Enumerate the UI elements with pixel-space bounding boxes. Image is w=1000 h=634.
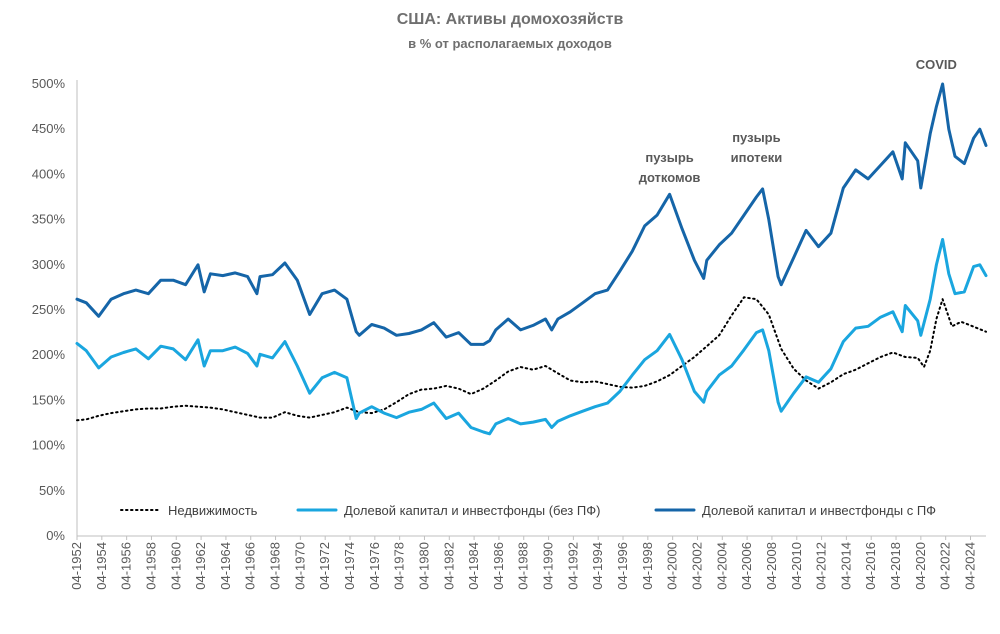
y-tick-label: 400% [32, 166, 66, 181]
y-tick-label: 50% [39, 483, 65, 498]
y-tick-label: 250% [32, 302, 66, 317]
x-tick-label: 04-1998 [640, 542, 655, 590]
x-tick-label: 04-1994 [590, 542, 605, 590]
legend-label: Недвижимость [168, 503, 258, 518]
x-tick-label: 04-1956 [119, 542, 134, 590]
y-tick-label: 100% [32, 438, 66, 453]
x-tick-label: 04-1986 [491, 542, 506, 590]
x-tick-label: 04-1960 [168, 542, 183, 590]
x-tick-label: 04-2002 [689, 542, 704, 590]
annotation-label: COVID [916, 57, 957, 72]
y-tick-label: 150% [32, 392, 66, 407]
x-tick-label: 04-1964 [218, 542, 233, 590]
x-tick-label: 04-1974 [342, 542, 357, 590]
x-tick-label: 04-2004 [714, 542, 729, 590]
x-tick-label: 04-1970 [292, 542, 307, 590]
x-tick-label: 04-2000 [665, 542, 680, 590]
legend-label: Долевой капитал и инвестфонды (без ПФ) [344, 503, 600, 518]
y-tick-label: 200% [32, 347, 66, 362]
chart-subtitle: в % от располагаемых доходов [408, 36, 612, 51]
annotation-label: доткомов [639, 170, 701, 185]
x-tick-label: 04-1952 [69, 542, 84, 590]
x-tick-label: 04-1972 [317, 542, 332, 590]
x-tick-label: 04-1988 [516, 542, 531, 590]
x-tick-label: 04-2024 [962, 542, 977, 590]
x-tick-label: 04-2008 [764, 542, 779, 590]
x-tick-label: 04-1980 [416, 542, 431, 590]
x-tick-label: 04-2016 [863, 542, 878, 590]
x-tick-label: 04-1982 [441, 542, 456, 590]
x-tick-label: 04-1966 [243, 542, 258, 590]
y-tick-label: 300% [32, 257, 66, 272]
y-tick-label: 350% [32, 212, 66, 227]
series-line-3 [75, 82, 988, 346]
series-line-2 [75, 238, 988, 436]
x-tick-label: 04-1976 [367, 542, 382, 590]
x-tick-label: 04-1962 [193, 542, 208, 590]
x-tick-label: 04-1958 [143, 542, 158, 590]
annotation-label: ипотеки [731, 150, 783, 165]
series-line-1 [76, 296, 987, 422]
x-tick-label: 04-1978 [392, 542, 407, 590]
x-tick-label: 04-2014 [838, 542, 853, 590]
x-tick-label: 04-1996 [615, 542, 630, 590]
x-tick-label: 04-2018 [888, 542, 903, 590]
x-tick-label: 04-2010 [789, 542, 804, 590]
x-tick-label: 04-1992 [565, 542, 580, 590]
x-tick-label: 04-1984 [466, 542, 481, 590]
annotation-label: пузырь [732, 130, 780, 145]
chart-title: США: Активы домохозяйств [397, 11, 624, 28]
x-tick-label: 04-2012 [814, 542, 829, 590]
x-tick-label: 04-1954 [94, 542, 109, 590]
y-tick-label: 500% [32, 76, 66, 91]
annotation-label: пузырь [645, 150, 693, 165]
x-tick-label: 04-1968 [268, 542, 283, 590]
x-tick-label: 04-2006 [739, 542, 754, 590]
x-tick-label: 04-2020 [913, 542, 928, 590]
legend-label: Долевой капитал и инвестфонды с ПФ [702, 503, 936, 518]
x-tick-label: 04-2022 [938, 542, 953, 590]
y-tick-label: 450% [32, 121, 66, 136]
y-tick-label: 0% [46, 528, 65, 543]
x-tick-label: 04-1990 [541, 542, 556, 590]
